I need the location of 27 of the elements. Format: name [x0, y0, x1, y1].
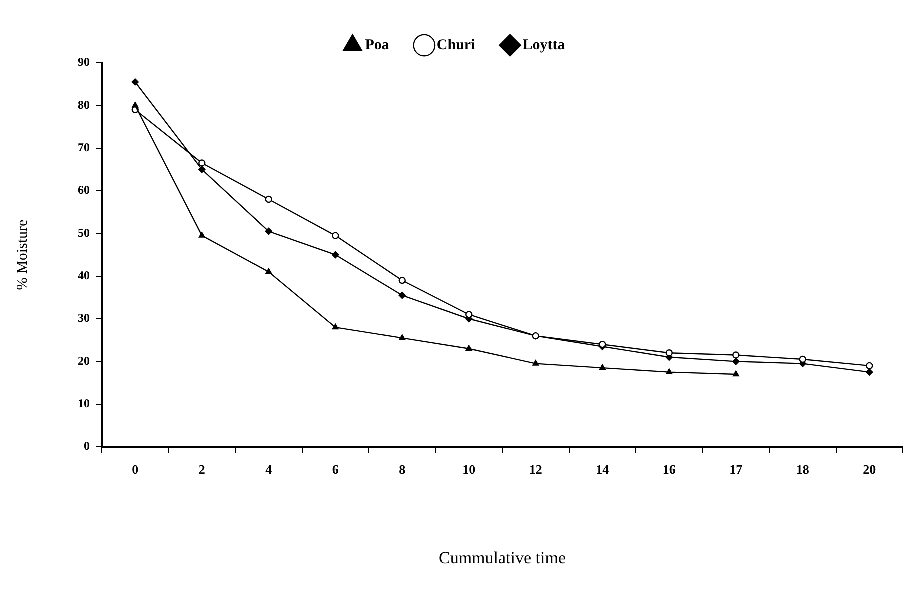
y-axis-title: % Moisture — [14, 219, 31, 290]
x-tick-label: 6 — [332, 462, 340, 478]
x-tick-label: 20 — [863, 462, 876, 478]
x-tick-label: 0 — [132, 462, 139, 478]
y-tick-label: 80 — [78, 98, 90, 112]
legend-label: Poa — [365, 37, 390, 54]
x-tick-label: 10 — [462, 462, 476, 478]
x-tick-label: 8 — [399, 462, 406, 478]
x-tick-label: 16 — [662, 462, 676, 478]
x-axis-title: Cummulative time — [438, 548, 566, 568]
x-tick-label: 4 — [266, 462, 273, 478]
y-tick-label: 90 — [78, 55, 90, 70]
y-tick-label: 0 — [84, 439, 90, 454]
legend-label: Churi — [436, 37, 476, 54]
legend-label: Loytta — [522, 37, 566, 54]
y-tick-label: 10 — [78, 396, 90, 410]
x-tick-label: 17 — [730, 462, 744, 478]
y-tick-label: 50 — [78, 226, 90, 240]
x-tick-label: 2 — [198, 462, 206, 478]
x-tick-label: 12 — [529, 462, 542, 478]
y-tick-label: 20 — [78, 354, 90, 368]
x-tick-label: 18 — [796, 462, 810, 478]
x-tick-label: 14 — [596, 462, 610, 478]
y-tick-label: 60 — [78, 183, 90, 198]
y-tick-label: 40 — [78, 268, 90, 282]
y-tick-label: 70 — [78, 140, 90, 154]
y-tick-label: 30 — [78, 311, 90, 326]
